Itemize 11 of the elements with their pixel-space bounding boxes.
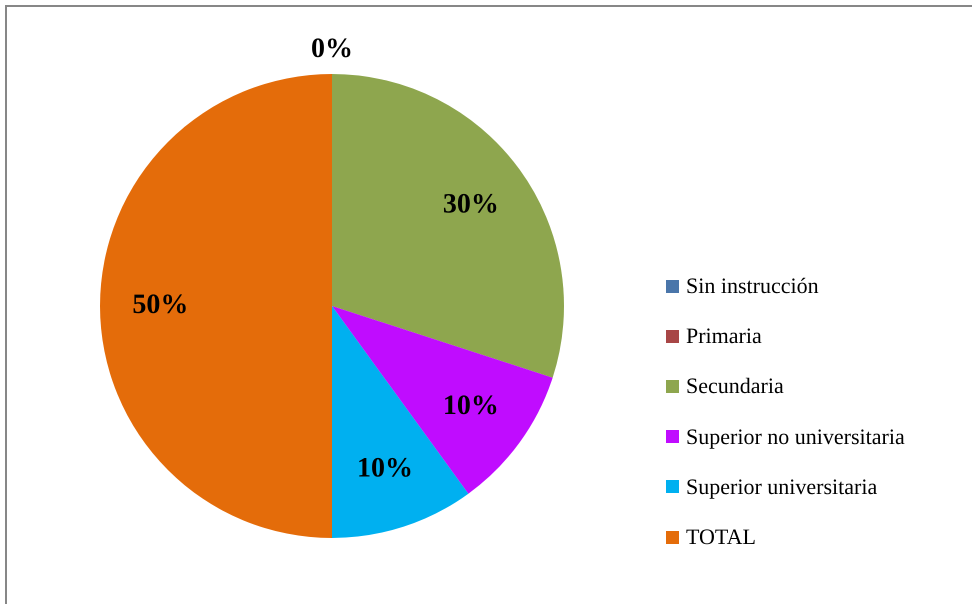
data-label: 10% <box>357 452 414 484</box>
data-label: 50% <box>132 289 188 320</box>
legend-label: Sin instrucción <box>686 273 819 300</box>
legend-label: Superior universitaria <box>686 474 878 500</box>
legend-label: Secundaria <box>686 373 784 400</box>
legend-label: Primaria <box>686 323 762 350</box>
data-label: 30% <box>442 188 499 220</box>
text: 0% <box>311 33 353 64</box>
data-label: 10% <box>442 390 499 422</box>
legend-label: Superior no universitaria <box>686 424 905 450</box>
legend-label: TOTAL <box>686 524 756 550</box>
